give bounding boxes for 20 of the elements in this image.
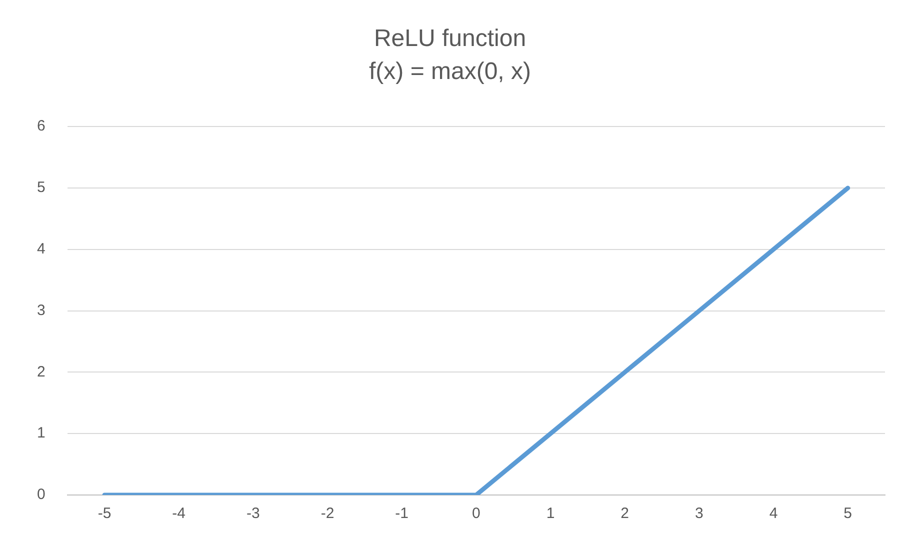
x-tick-label: -5 [98, 505, 112, 522]
x-tick-label: 0 [472, 505, 480, 522]
x-tick-label: -3 [246, 505, 260, 522]
y-tick-label: 4 [37, 240, 46, 258]
chart-title: ReLU function [374, 25, 526, 52]
y-tick-label: 2 [37, 363, 46, 380]
x-tick-label: -2 [320, 505, 334, 522]
y-tick-label: 6 [37, 118, 46, 135]
y-tick-label: 0 [37, 486, 46, 504]
x-tick-label: -4 [172, 505, 186, 522]
x-tick-label: 2 [620, 505, 630, 522]
x-tick-label: 1 [546, 505, 555, 522]
x-tick-label: 3 [694, 505, 704, 522]
x-tick-label: 4 [769, 505, 778, 522]
x-tick-label: 5 [844, 505, 852, 522]
y-tick-label: 1 [37, 424, 46, 442]
y-tick-label: 3 [37, 302, 46, 319]
x-tick-label: -1 [395, 505, 409, 522]
chart-subtitle: f(x) = max(0, x) [368, 58, 532, 85]
y-tick-label: 5 [37, 179, 46, 196]
